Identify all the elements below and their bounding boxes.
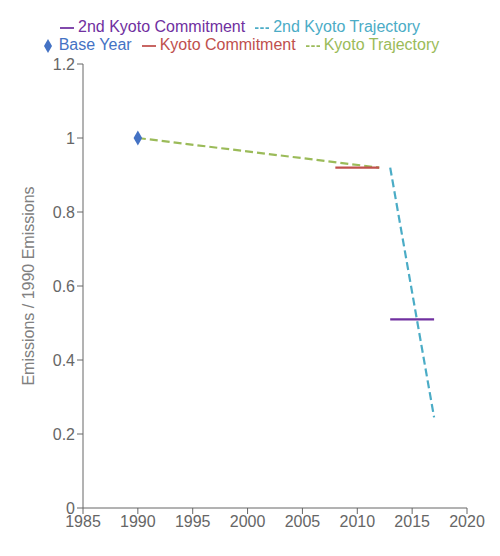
html-text:2nd Kyoto Trajectory: 2nd Kyoto Trajectory: [273, 18, 420, 35]
svg-text:1.2: 1.2: [53, 56, 75, 73]
html-text:2nd Kyoto Commitment: 2nd Kyoto Commitment: [78, 18, 246, 35]
svg-text:2020: 2020: [449, 513, 485, 530]
svg-text:0.2: 0.2: [53, 426, 75, 443]
svg-text:2015: 2015: [394, 513, 430, 530]
svg-text:1990: 1990: [120, 513, 156, 530]
html-text:Kyoto Trajectory: Kyoto Trajectory: [323, 36, 440, 53]
svg-text:2005: 2005: [285, 513, 321, 530]
html-text:Kyoto Commitment: Kyoto Commitment: [159, 36, 296, 53]
svg-text:Emissions / 1990 Emissions: Emissions / 1990 Emissions: [20, 186, 37, 385]
svg-text:1985: 1985: [65, 513, 101, 531]
svg-text:2000: 2000: [230, 513, 266, 530]
svg-text:0.6: 0.6: [53, 278, 75, 295]
svg-text:2010: 2010: [339, 513, 375, 530]
svg-text:0.4: 0.4: [53, 352, 75, 369]
svg-text:1: 1: [66, 130, 75, 147]
html-text:Base Year: Base Year: [58, 36, 132, 53]
svg-text:1995: 1995: [175, 513, 211, 530]
svg-text:0.8: 0.8: [53, 204, 75, 221]
svg-text:0: 0: [66, 500, 75, 517]
